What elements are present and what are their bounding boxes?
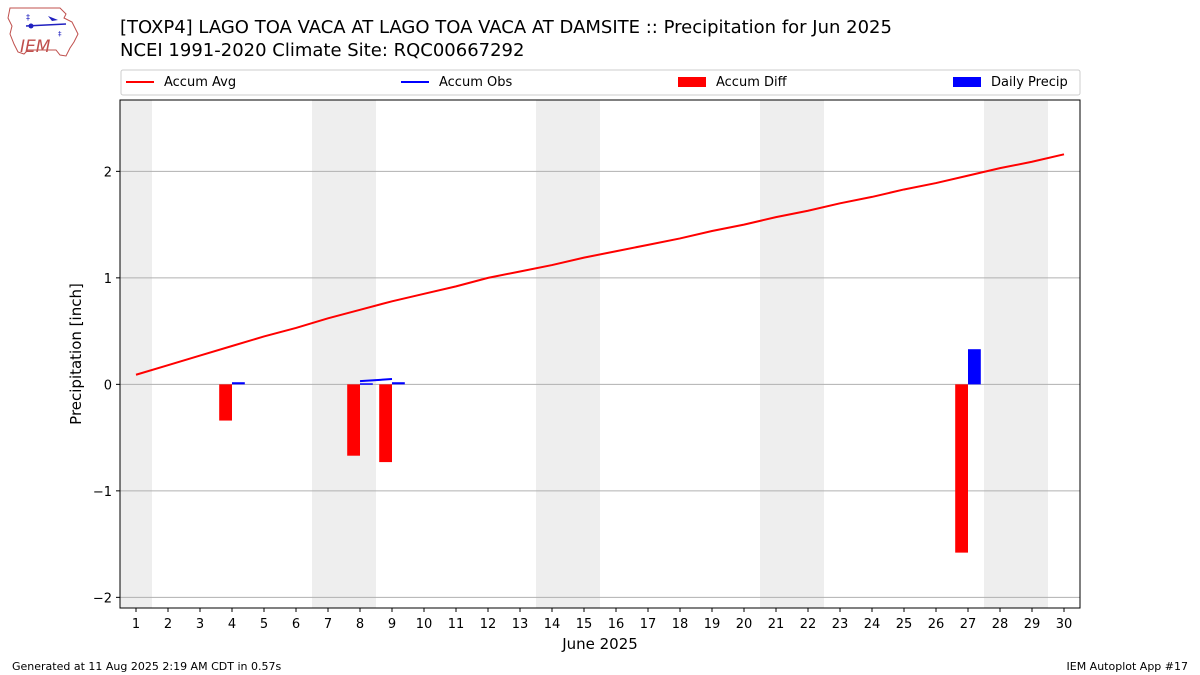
weekend-shade [984,100,1048,608]
svg-text:‡: ‡ [58,30,62,38]
x-tick-label: 10 [416,617,433,632]
legend-label: Daily Precip [991,75,1068,90]
legend-swatch-bar [953,77,981,87]
x-tick-label: 18 [672,617,689,632]
legend: Accum Avg Accum Obs Accum Diff Daily Precip [120,69,1081,96]
logo-text: IEM [20,37,51,57]
x-tick-label: 7 [324,617,332,632]
accum-diff-bar [347,384,360,456]
chart-title: [TOXP4] LAGO TOA VACA AT LAGO TOA VACA A… [120,17,892,38]
x-tick-label: 25 [896,617,913,632]
x-tick-label: 20 [736,617,753,632]
svg-text:‡: ‡ [26,13,30,22]
daily-precip-bar [360,383,373,385]
x-tick-label: 5 [260,617,268,632]
x-tick-label: 29 [1024,617,1041,632]
y-tick-label: −2 [93,591,112,606]
x-tick-label: 2 [164,617,172,632]
daily-precip-bar [968,349,981,385]
x-tick-label: 24 [864,617,881,632]
x-tick-label: 13 [512,617,529,632]
y-axis-label: Precipitation [inch] [67,283,85,425]
accum-diff-bar [219,384,232,421]
accum-obs-line [359,378,393,383]
x-tick-label: 16 [608,617,625,632]
x-tick-label: 3 [196,617,204,632]
weekend-shade [536,100,600,608]
x-tick-label: 4 [228,617,236,632]
x-tick-label: 8 [356,617,364,632]
x-tick-label: 27 [960,617,977,632]
legend-item: Accum Avg [126,75,236,90]
legend-item: Accum Diff [678,75,788,90]
x-tick-label: 6 [292,617,300,632]
x-tick-label: 12 [480,617,497,632]
weekend-shade [760,100,824,608]
x-axis-label: June 2025 [561,635,638,653]
x-tick-label: 1 [132,617,140,632]
x-tick-label: 17 [640,617,657,632]
accum-diff-bar [955,384,968,553]
y-tick-label: −1 [93,485,112,500]
legend-swatch-bar [678,77,706,87]
generated-timestamp: Generated at 11 Aug 2025 2:19 AM CDT in … [12,660,282,673]
iem-logo: ‡ ‡ IEM [7,7,79,57]
x-tick-label: 21 [768,617,785,632]
x-tick-label: 11 [448,617,465,632]
y-tick-label: 1 [104,272,112,287]
weekend-shade [312,100,376,608]
chart-subtitle: NCEI 1991-2020 Climate Site: RQC00667292 [120,40,525,61]
plot-frame [119,99,1081,609]
x-tick-label: 9 [388,617,396,632]
x-tick-label: 23 [832,617,849,632]
x-tick-label: 19 [704,617,721,632]
x-tick-label: 22 [800,617,817,632]
app-id: IEM Autoplot App #17 [1066,660,1189,673]
accum-avg-line [135,153,1065,376]
x-tick-label: 26 [928,617,945,632]
x-tick-label: 15 [576,617,593,632]
x-tick-label: 28 [992,617,1009,632]
y-tick-label: 0 [104,378,112,393]
x-tick-label: 14 [544,617,561,632]
legend-item: Accum Obs [401,75,512,90]
legend-item: Daily Precip [953,75,1068,90]
legend-label: Accum Obs [439,75,512,90]
legend-label: Accum Diff [716,75,788,90]
daily-precip-bar [232,382,245,385]
accum-diff-bar [379,384,392,463]
legend-label: Accum Avg [164,75,236,90]
weekend-shade [120,100,152,608]
y-tick-label: 2 [104,165,112,180]
x-tick-label: 30 [1056,617,1073,632]
daily-precip-bar [392,382,405,385]
